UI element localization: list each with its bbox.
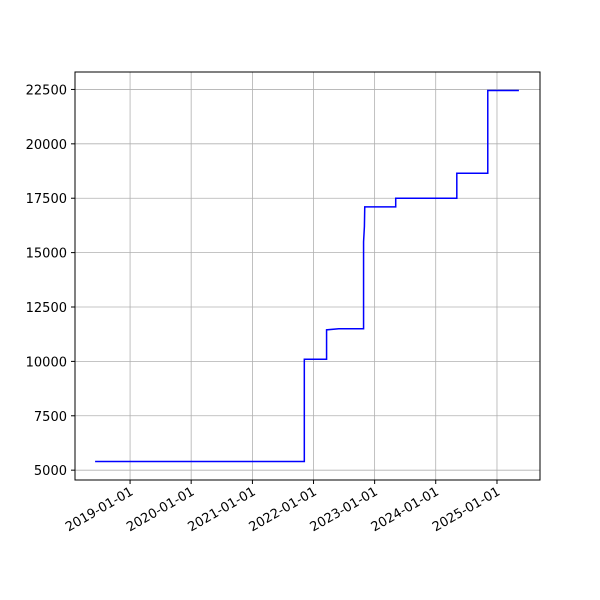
y-tick-label: 10000 [26,355,67,370]
y-tick-label: 12500 [26,301,67,316]
y-tick-label: 22500 [26,83,67,98]
y-tick-label: 20000 [26,138,67,153]
x-tick-label: 2024-01-01 [369,484,442,535]
y-tick-label: 5000 [34,464,67,479]
x-tick-label: 2025-01-01 [430,484,503,535]
x-tick-label: 2022-01-01 [247,484,320,535]
y-tick-label: 7500 [34,410,67,425]
x-tick-label: 2021-01-01 [185,484,258,535]
y-tick-label: 17500 [26,192,67,207]
x-tick-label: 2023-01-01 [308,484,381,535]
line [95,89,519,463]
y-tick-label: 15000 [26,247,67,262]
plot-frame [74,71,541,481]
x-tick-label: 2020-01-01 [124,484,197,535]
x-tick-label: 2019-01-01 [63,484,136,535]
